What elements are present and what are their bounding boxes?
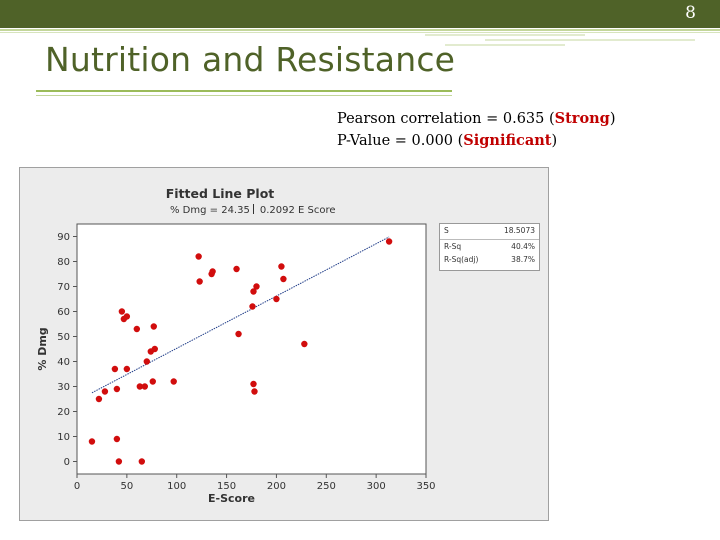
data-point: [138, 458, 146, 465]
data-point: [123, 365, 131, 373]
chart-subtitle: % Dmg = 24.35 0.2092 E Score: [170, 204, 336, 216]
data-point: [150, 323, 157, 330]
regression-stats-box: S 18.5073 R-Sq 40.4% R-Sq(adj) 38.7%: [439, 223, 540, 271]
y-tick-label: 10: [57, 432, 70, 443]
equation-left: % Dmg = 24.35: [170, 205, 250, 216]
pearson-strength: Strong: [554, 110, 610, 127]
pvalue-label: P-Value = 0.000 (: [337, 133, 464, 149]
y-tick-label: 30: [57, 382, 70, 393]
data-point: [101, 388, 109, 395]
data-point: [280, 275, 287, 283]
x-tick-label: 250: [317, 481, 336, 492]
pearson-suffix: ): [609, 111, 616, 127]
data-point: [95, 395, 103, 403]
equation-right: 0.2092 E Score: [259, 205, 336, 216]
x-tick-label: 0: [74, 481, 80, 492]
pearson-label: Pearson correlation = 0.635 (: [337, 111, 555, 127]
stat-label: S: [444, 226, 449, 235]
stat-value: 40.4%: [511, 242, 535, 251]
pearson-line: Pearson correlation = 0.635 (Strong): [337, 108, 615, 130]
plot-frame: [76, 223, 427, 475]
data-point: [113, 435, 121, 443]
data-point: [253, 283, 260, 290]
y-tick-label: 20: [57, 407, 70, 418]
data-point: [233, 265, 240, 273]
fitted-line-plot: Fitted Line Plot % Dmg = 24.35 0.2092 E S…: [19, 167, 549, 521]
y-tick-label: 0: [64, 457, 70, 468]
data-point: [250, 380, 257, 388]
data-point: [88, 438, 96, 445]
data-point: [301, 340, 308, 348]
data-point: [141, 383, 149, 390]
x-tick-label: 200: [267, 481, 286, 492]
stat-row-rsq-adj: R-Sq(adj) 38.7%: [444, 255, 535, 267]
fitted-line: [91, 236, 390, 394]
data-point: [133, 325, 141, 333]
data-point: [149, 378, 156, 385]
stat-row-rsq: R-Sq 40.4%: [444, 242, 535, 254]
data-point: [251, 388, 258, 395]
data-point: [196, 278, 203, 285]
data-point: [250, 288, 257, 295]
x-tick-label: 100: [167, 481, 186, 492]
chart-title: Fitted Line Plot: [165, 186, 275, 201]
y-axis-label: % Dmg: [36, 327, 49, 370]
data-point: [143, 358, 150, 365]
data-point: [136, 383, 144, 390]
pvalue-line: P-Value = 0.000 (Significant): [337, 130, 615, 152]
pvalue-suffix: ): [551, 133, 558, 149]
header-accent-line: [0, 29, 720, 31]
y-tick-label: 50: [57, 332, 70, 343]
data-point: [118, 308, 126, 315]
data-point: [170, 378, 177, 385]
y-tick-label: 70: [57, 282, 70, 293]
header-accent-line-thin: [0, 32, 720, 33]
y-tick-label: 40: [57, 357, 70, 368]
data-point: [115, 458, 123, 465]
x-tick-label: 300: [367, 481, 386, 492]
header-bar: 8: [0, 0, 720, 28]
title-underline: [36, 90, 452, 92]
page-title: Nutrition and Resistance: [45, 40, 456, 79]
data-point: [151, 345, 158, 353]
title-underline-thin: [36, 95, 452, 96]
stat-label: R-Sq: [444, 242, 462, 251]
data-point: [209, 268, 216, 275]
correlation-stats: Pearson correlation = 0.635 (Strong) P-V…: [337, 108, 615, 152]
data-point: [111, 365, 119, 373]
x-tick-label: 150: [217, 481, 236, 492]
slide-number: 8: [685, 3, 696, 23]
pvalue-significance: Significant: [463, 132, 552, 149]
y-tick-label: 80: [57, 257, 70, 268]
stat-value: 18.5073: [503, 226, 535, 235]
data-point: [385, 238, 393, 245]
y-tick-label: 60: [57, 307, 70, 318]
y-tick-label: 90: [57, 232, 70, 243]
stat-label: R-Sq(adj): [444, 255, 479, 264]
data-point: [278, 263, 285, 270]
decorative-lines: [425, 34, 695, 48]
data-point: [235, 330, 242, 338]
data-point: [273, 295, 280, 303]
data-point: [123, 313, 131, 320]
x-tick-label: 350: [416, 481, 435, 492]
x-axis-label: E-Score: [208, 492, 255, 505]
x-tick-label: 50: [120, 481, 133, 492]
data-point: [113, 385, 121, 393]
stat-value: 38.7%: [511, 255, 535, 264]
scatter-plot-area: 0 50 100 150 200 250 300 350 0 10 20 30 40 50 60 70 80 90…: [36, 223, 436, 505]
data-point: [195, 253, 202, 260]
data-point: [249, 303, 256, 310]
stat-row-s: S 18.5073: [444, 226, 535, 238]
